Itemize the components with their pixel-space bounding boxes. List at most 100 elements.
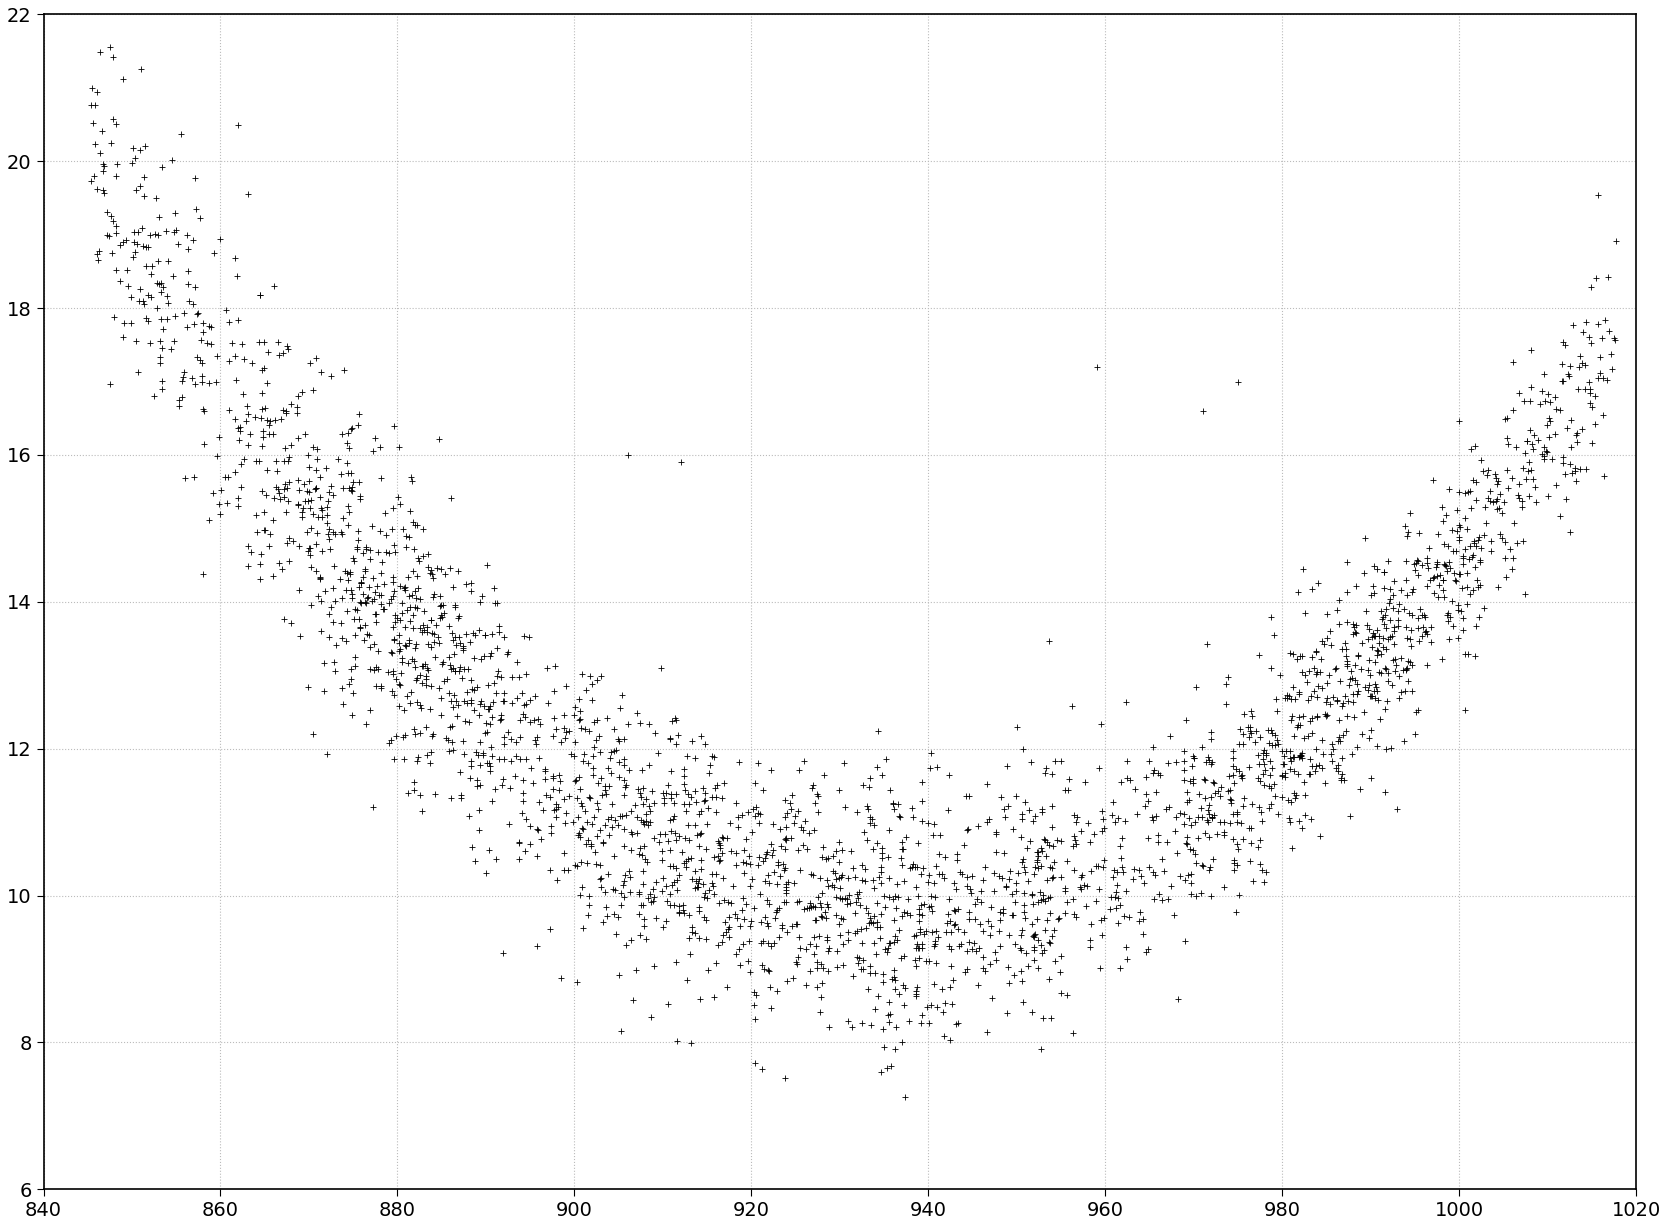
Point — [1500, 548, 1526, 568]
Point — [1341, 670, 1368, 690]
Point — [387, 639, 414, 659]
Point — [906, 919, 932, 939]
Point — [162, 307, 188, 326]
Point — [1063, 812, 1089, 832]
Point — [200, 483, 227, 503]
Point — [1585, 185, 1611, 205]
Point — [1421, 567, 1448, 587]
Point — [489, 775, 515, 795]
Point — [602, 924, 629, 944]
Point — [854, 796, 881, 816]
Point — [796, 893, 822, 913]
Point — [1553, 490, 1580, 509]
Point — [1458, 498, 1485, 518]
Point — [1371, 562, 1398, 582]
Point — [380, 629, 407, 649]
Point — [939, 994, 966, 1014]
Point — [405, 747, 432, 767]
Point — [320, 486, 347, 506]
Point — [410, 615, 437, 634]
Point — [886, 920, 912, 940]
Point — [93, 202, 120, 222]
Point — [1238, 723, 1264, 742]
Point — [460, 623, 487, 643]
Point — [1254, 720, 1281, 740]
Point — [1251, 740, 1278, 760]
Point — [1373, 659, 1399, 679]
Point — [429, 654, 455, 674]
Point — [1348, 660, 1374, 680]
Point — [1446, 482, 1473, 502]
Point — [572, 681, 599, 701]
Point — [434, 670, 460, 690]
Point — [1465, 530, 1491, 550]
Point — [362, 604, 389, 623]
Point — [672, 858, 699, 877]
Point — [692, 734, 719, 753]
Point — [1535, 415, 1561, 434]
Point — [1371, 699, 1398, 719]
Point — [467, 692, 494, 712]
Point — [1236, 757, 1263, 777]
Point — [272, 502, 299, 521]
Point — [1533, 442, 1560, 461]
Point — [827, 867, 854, 887]
Point — [922, 856, 949, 876]
Point — [534, 658, 560, 677]
Point — [330, 508, 357, 528]
Point — [826, 780, 852, 800]
Point — [249, 427, 275, 447]
Point — [889, 906, 916, 925]
Point — [1458, 439, 1485, 459]
Point — [307, 568, 334, 588]
Point — [1224, 834, 1251, 854]
Point — [1493, 428, 1520, 448]
Point — [1259, 758, 1286, 778]
Point — [696, 960, 722, 979]
Point — [769, 918, 796, 937]
Point — [986, 902, 1012, 921]
Point — [632, 811, 659, 831]
Point — [275, 491, 302, 510]
Point — [791, 898, 817, 918]
Point — [746, 885, 772, 904]
Point — [861, 933, 887, 952]
Point — [1048, 946, 1074, 966]
Point — [641, 880, 667, 899]
Point — [917, 886, 944, 906]
Point — [646, 832, 672, 852]
Point — [320, 556, 347, 575]
Point — [631, 794, 657, 814]
Point — [497, 729, 524, 748]
Point — [1063, 907, 1089, 926]
Point — [969, 870, 996, 890]
Point — [345, 405, 372, 425]
Point — [102, 166, 128, 185]
Point — [1299, 723, 1326, 742]
Point — [1578, 398, 1605, 417]
Point — [1369, 607, 1396, 627]
Point — [1453, 520, 1480, 540]
Point — [652, 912, 679, 931]
Point — [902, 937, 929, 957]
Point — [364, 612, 390, 632]
Point — [1531, 437, 1558, 456]
Point — [951, 921, 977, 941]
Point — [1029, 944, 1056, 963]
Point — [1123, 779, 1149, 799]
Point — [1461, 437, 1488, 456]
Point — [722, 855, 749, 875]
Point — [1550, 331, 1576, 351]
Point — [1319, 751, 1346, 771]
Point — [692, 910, 719, 930]
Point — [717, 840, 744, 860]
Point — [182, 199, 208, 218]
Point — [1351, 703, 1378, 723]
Point — [891, 871, 917, 891]
Point — [357, 637, 384, 656]
Point — [1179, 769, 1206, 789]
Point — [1446, 411, 1473, 431]
Point — [1256, 751, 1283, 771]
Point — [1068, 821, 1094, 840]
Point — [742, 773, 769, 793]
